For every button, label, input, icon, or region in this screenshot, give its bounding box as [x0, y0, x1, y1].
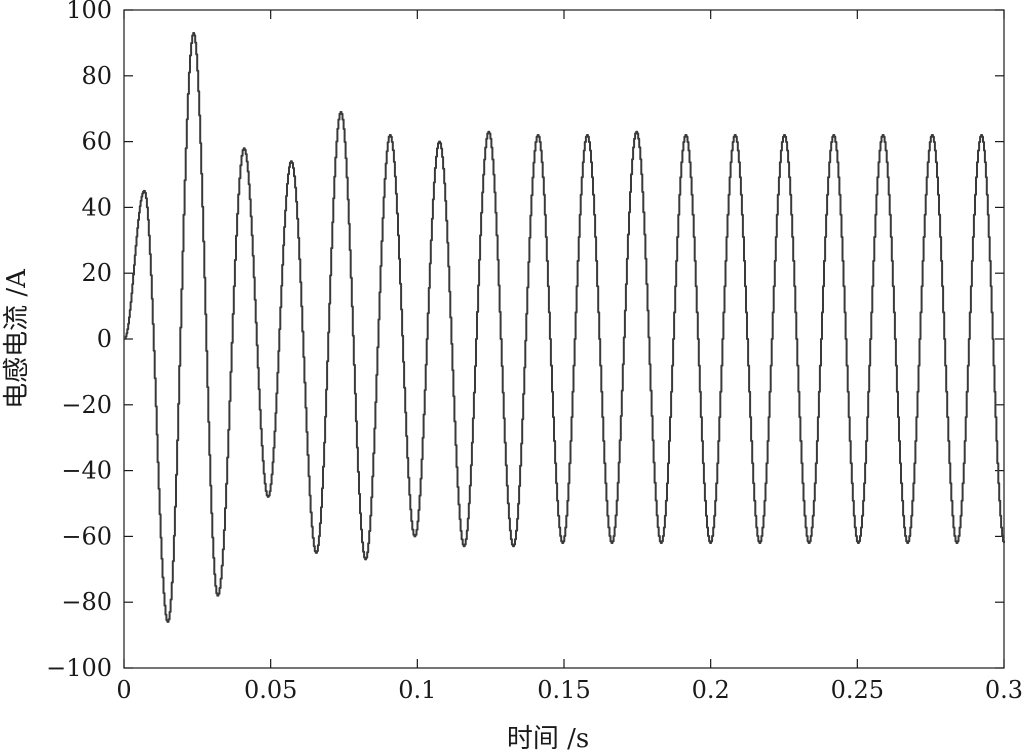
x-tick-label: 0.05 [244, 676, 297, 704]
y-tick-label: 80 [81, 62, 112, 90]
y-axis-ticks: −100 −80 −60 −40 −20 0 20 40 60 80 100 [46, 0, 1004, 682]
y-tick-label: 40 [81, 193, 112, 221]
y-tick-label: −100 [46, 654, 112, 682]
y-tick-label: −40 [61, 457, 112, 485]
x-axis-label: 时间 /s [507, 724, 589, 752]
y-tick-label: 100 [66, 0, 112, 24]
x-tick-label: 0 [116, 676, 131, 704]
inductor-current-line [123, 32, 1005, 623]
y-tick-label: 0 [97, 325, 112, 353]
x-tick-label: 0.3 [985, 676, 1023, 704]
y-tick-label: −60 [61, 522, 112, 550]
x-axis-ticks: 0 0.05 0.1 0.15 0.2 0.25 0.3 [116, 10, 1023, 704]
x-tick-label: 0.1 [398, 676, 436, 704]
y-tick-label: 20 [81, 259, 112, 287]
y-tick-label: −80 [61, 588, 112, 616]
y-tick-label: −20 [61, 391, 112, 419]
y-axis-label: 电感电流 /A [2, 268, 32, 409]
x-tick-label: 0.2 [692, 676, 730, 704]
x-tick-label: 0.15 [537, 676, 590, 704]
x-tick-label: 0.25 [831, 676, 884, 704]
y-tick-label: 60 [81, 128, 112, 156]
series-layer [123, 32, 1005, 623]
